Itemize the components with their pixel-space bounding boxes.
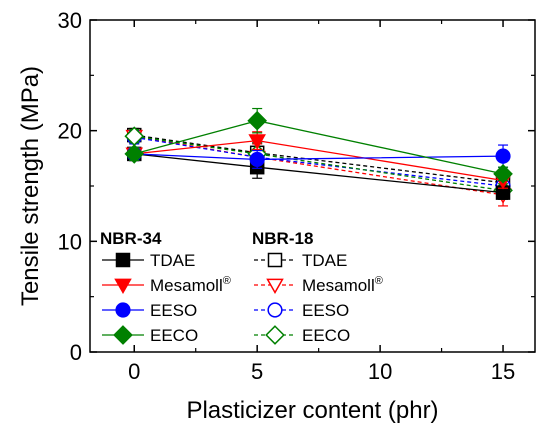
y-axis-title: Tensile strength (MPa) [17,66,44,306]
legend-label: TDAE [150,251,195,270]
ticks-layer: 0 5 10 15 0 10 20 30 [58,8,535,384]
legend-label: Mesamoll® [150,275,231,295]
legend-label: EESO [150,301,197,320]
legend-label: EESO [302,301,349,320]
y-tick-label: 10 [58,229,82,254]
legend-superscript: ® [375,275,383,287]
legend-marker [113,325,133,345]
legend-superscript: ® [223,275,231,287]
data-point [124,144,145,164]
data-point [493,163,513,184]
data-point [248,134,266,150]
data-point [249,151,265,168]
series-line [134,134,504,184]
legend-marker [115,252,131,268]
series-line [134,153,504,161]
legend-marker [267,252,283,268]
legend-marker [265,325,285,345]
data-point [495,148,511,164]
data-point [247,110,268,131]
legend-header-nbr-18: NBR-18 [252,229,313,248]
series-layer [124,107,513,207]
x-tick-label: 15 [491,359,515,384]
legend-label: Mesamoll® [302,275,383,295]
series-line [134,135,504,192]
y-tick-label: 20 [58,119,82,144]
legend-label: EECO [302,326,350,345]
y-tick-label: 30 [58,8,82,33]
x-tick-label: 5 [251,359,263,384]
series-nbr-34-eeco [124,107,513,184]
legend-label: EECO [150,326,198,345]
series-nbr-34-tdae [127,146,511,200]
legend-header-nbr-34: NBR-34 [100,229,162,248]
legend-marker [114,278,132,294]
legend-marker [266,278,284,294]
series-line [134,120,504,175]
legend: NBR-34 TDAE Mesamoll® EESO EECO NBR-18 TDAE Mes… [100,229,383,345]
series-line [134,135,504,196]
y-tick-label: 0 [70,340,82,365]
legend-label: TDAE [302,251,347,270]
legend-marker [267,302,283,318]
x-tick-label: 0 [128,359,140,384]
series-line [134,153,504,194]
legend-marker [115,302,131,318]
x-tick-label: 10 [368,359,392,384]
series-line [134,136,504,187]
x-axis-title: Plasticizer content (phr) [186,397,438,424]
